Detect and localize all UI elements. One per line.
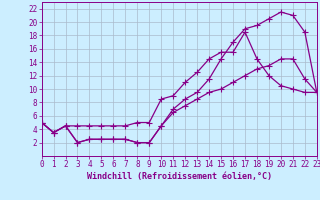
X-axis label: Windchill (Refroidissement éolien,°C): Windchill (Refroidissement éolien,°C) [87,172,272,181]
